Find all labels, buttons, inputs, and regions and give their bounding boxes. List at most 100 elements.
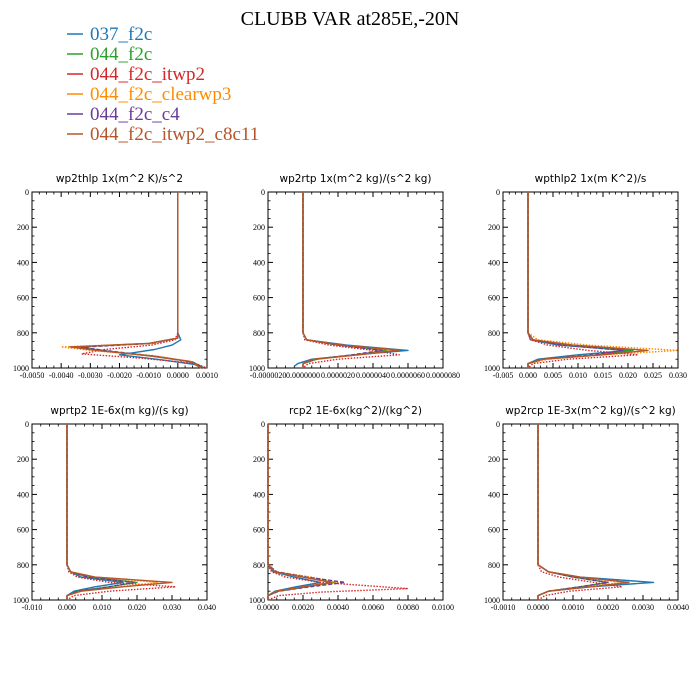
x-tick-label: -0.0010 <box>491 603 516 612</box>
series-line-044-f2c-c4 <box>80 192 205 369</box>
legend-item: 044_f2c_itwp2_c8c11 <box>67 124 259 145</box>
x-tick-label: 0.010 <box>569 371 587 380</box>
x-tick-label: 0.040 <box>198 603 216 612</box>
legend-label: 044_f2c_itwp2_c8c11 <box>90 124 259 145</box>
x-tick-label: 0.0000020 <box>321 371 355 380</box>
y-tick-label: 200 <box>253 455 265 464</box>
x-tick-label: 0.0000060 <box>391 371 425 380</box>
series-line-044-f2c-itwp2 <box>80 192 208 369</box>
y-tick-label: 600 <box>488 526 500 535</box>
panel-title: wp2thlp 1x(m^2 K)/s^2 <box>56 173 183 185</box>
y-tick-label: 1000 <box>13 364 29 373</box>
x-tick-label: 0.000 <box>519 371 537 380</box>
chart-panel: wp2rtp 1x(m^2 kg)/(s^2 kg) 0 200 400 600 800 1… <box>249 173 460 380</box>
legend-item: 044_f2c_c4 <box>67 104 180 125</box>
series-line-044-f2c-clearwp3 <box>527 192 679 368</box>
y-tick-label: 1000 <box>13 596 29 605</box>
series-line-044-f2c-itwp2-c8c11 <box>267 424 332 600</box>
x-tick-label: 0.005 <box>544 371 562 380</box>
x-tick-label: 0.025 <box>644 371 662 380</box>
x-tick-label: -0.0020 <box>107 371 132 380</box>
series-line-044-f2c-clearwp3 <box>60 192 202 369</box>
x-tick-label: 0.030 <box>163 603 181 612</box>
y-tick-label: 600 <box>253 526 265 535</box>
series-line-044-f2c-itwp2 <box>66 424 177 601</box>
y-tick-label: 400 <box>488 490 500 499</box>
x-tick-label: -0.0010 <box>136 371 161 380</box>
x-tick-label: 0.020 <box>128 603 146 612</box>
y-tick-label: 1000 <box>484 364 500 373</box>
series-line-044-f2c <box>75 192 205 369</box>
y-tick-label: 1000 <box>249 364 265 373</box>
series-line-044-f2c-itwp2-c8c11 <box>69 192 202 369</box>
y-tick-label: 600 <box>17 526 29 535</box>
chart-panel: wprtp2 1E-6x(m kg)/(s kg) 0 200 400 600 800 10… <box>13 405 216 612</box>
legend-label: 044_f2c_itwp2 <box>90 64 205 85</box>
legend-label: 044_f2c_c4 <box>90 104 180 125</box>
y-tick-label: 200 <box>488 223 500 232</box>
x-tick-label: 0.0030 <box>632 603 654 612</box>
y-tick-label: 800 <box>253 561 265 570</box>
chart-panel: wpthlp2 1x(m K^2)/s 0 200 400 600 800 1000-0.0… <box>484 173 687 380</box>
x-tick-label: -0.010 <box>22 603 43 612</box>
panel-title: wprtp2 1E-6x(m kg)/(s kg) <box>50 405 188 417</box>
y-tick-label: 800 <box>488 329 500 338</box>
x-tick-label: -0.005 <box>493 371 514 380</box>
series-line-044-f2c-itwp2 <box>267 424 409 601</box>
y-tick-label: 400 <box>253 490 265 499</box>
legend: 037_f2c044_f2c044_f2c_itwp2044_f2c_clear… <box>67 24 259 145</box>
x-tick-label: -0.0040 <box>49 371 74 380</box>
panel-title: rcp2 1E-6x(kg^2)/(kg^2) <box>289 405 422 417</box>
y-tick-label: 1000 <box>484 596 500 605</box>
legend-label: 044_f2c_clearwp3 <box>90 84 231 105</box>
series-line-044-f2c-itwp2 <box>537 424 623 601</box>
y-tick-label: 0 <box>496 188 500 197</box>
series-line-044-f2c-itwp2 <box>302 192 400 369</box>
legend-item: 044_f2c_itwp2 <box>67 64 205 85</box>
x-tick-label: 0.015 <box>594 371 612 380</box>
panels: wp2thlp 1x(m^2 K)/s^202004006008001000-0… <box>13 173 689 612</box>
x-tick-label: 0.0000 <box>257 603 279 612</box>
y-tick-label: 1000 <box>249 596 265 605</box>
x-tick-label: 0.0020 <box>292 603 314 612</box>
y-tick-label: 800 <box>17 329 29 338</box>
y-tick-label: 600 <box>488 294 500 303</box>
x-tick-label: 0.010 <box>93 603 111 612</box>
y-tick-label: 0 <box>261 188 265 197</box>
x-tick-label: 0.0010 <box>562 603 584 612</box>
y-tick-label: 0 <box>496 420 500 429</box>
y-tick-label: 600 <box>253 294 265 303</box>
y-tick-label: 400 <box>253 258 265 267</box>
x-tick-label: 0.000 <box>58 603 76 612</box>
y-tick-label: 200 <box>253 223 265 232</box>
x-tick-label: 0.0040 <box>667 603 689 612</box>
y-tick-label: 200 <box>17 455 29 464</box>
x-tick-label: 0.0020 <box>597 603 619 612</box>
x-tick-label: 0.0010 <box>196 371 218 380</box>
figure-title: CLUBB VAR at285E,-20N <box>241 8 460 30</box>
x-tick-label: 0.0080 <box>397 603 419 612</box>
y-tick-label: 0 <box>261 420 265 429</box>
x-tick-label: 0.0060 <box>362 603 384 612</box>
plot-frame <box>267 423 444 601</box>
plot-frame <box>31 423 208 601</box>
x-tick-label: -0.0030 <box>78 371 103 380</box>
series-line-044-f2c-itwp2-c8c11 <box>302 192 400 368</box>
x-tick-label: 0.0000 <box>527 603 549 612</box>
x-tick-label: 0.0000000 <box>286 371 320 380</box>
y-tick-label: 800 <box>253 329 265 338</box>
plot-frame <box>31 191 208 369</box>
y-tick-label: 0 <box>25 420 29 429</box>
series-line-044-f2c-itwp2-c8c11 <box>66 424 173 600</box>
series-line-044-f2c-clearwp3 <box>537 424 623 600</box>
x-tick-label: -0.0050 <box>20 371 45 380</box>
x-tick-label: 0.0000080 <box>426 371 460 380</box>
x-tick-label: 0.0100 <box>432 603 454 612</box>
x-tick-label: 0.020 <box>619 371 637 380</box>
chart-panel: wp2thlp 1x(m^2 K)/s^202004006008001000-0… <box>13 173 218 380</box>
legend-label: 044_f2c <box>90 44 152 65</box>
panel-title: wpthlp2 1x(m K^2)/s <box>535 173 647 185</box>
series-line-044-f2c-itwp2-c8c11 <box>537 424 630 600</box>
legend-item: 044_f2c_clearwp3 <box>67 84 231 105</box>
